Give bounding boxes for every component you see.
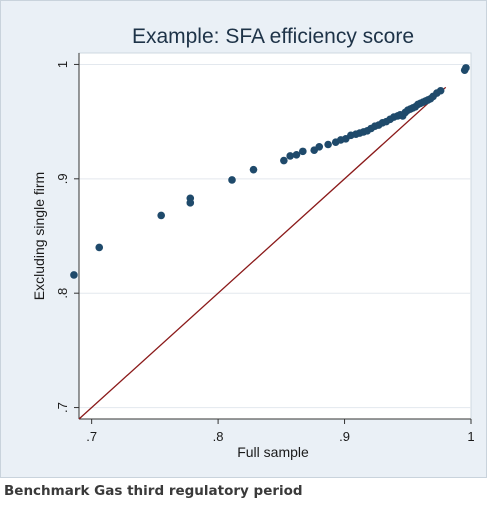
data-point [249, 165, 258, 174]
data-point [286, 152, 294, 160]
figure-caption: Benchmark Gas third regulatory period [4, 483, 303, 499]
y-tick-label: .7 [55, 402, 70, 413]
data-point [157, 211, 165, 220]
data-point [324, 140, 332, 149]
axes [74, 53, 472, 424]
data-point [292, 150, 301, 159]
data-point [228, 176, 236, 184]
grid-lines [79, 63, 471, 409]
data-point [436, 86, 445, 95]
y-tick-label: .9 [55, 173, 70, 184]
chart-figure: Example: SFA efficiency score .7 .8 .9 1 .7… [0, 0, 487, 478]
data-point [95, 243, 104, 252]
y-tick-label: .8 [55, 288, 70, 299]
y-axis-label: Excluding single firm [31, 172, 47, 300]
data-point [462, 64, 470, 72]
data-point [299, 147, 307, 156]
x-tick-label: .8 [213, 429, 224, 444]
y-tick-label: 1 [55, 61, 70, 68]
chart-title: Example: SFA efficiency score [132, 25, 414, 48]
y-tick-labels: .7 .8 .9 1 [55, 61, 70, 413]
x-tick-label: .7 [86, 429, 97, 444]
reference-line [78, 86, 447, 420]
x-tick-label: 1 [467, 429, 474, 444]
x-axis-label: Full sample [237, 444, 309, 460]
data-point [280, 156, 288, 165]
x-tick-labels: .7 .8 .9 1 [86, 429, 474, 444]
data-points [70, 64, 470, 279]
data-point [186, 199, 195, 207]
x-tick-label: .9 [339, 429, 350, 444]
chart-svg: Example: SFA efficiency score .7 .8 .9 1 .7… [31, 25, 475, 460]
data-point [315, 142, 324, 151]
data-point [70, 271, 78, 279]
